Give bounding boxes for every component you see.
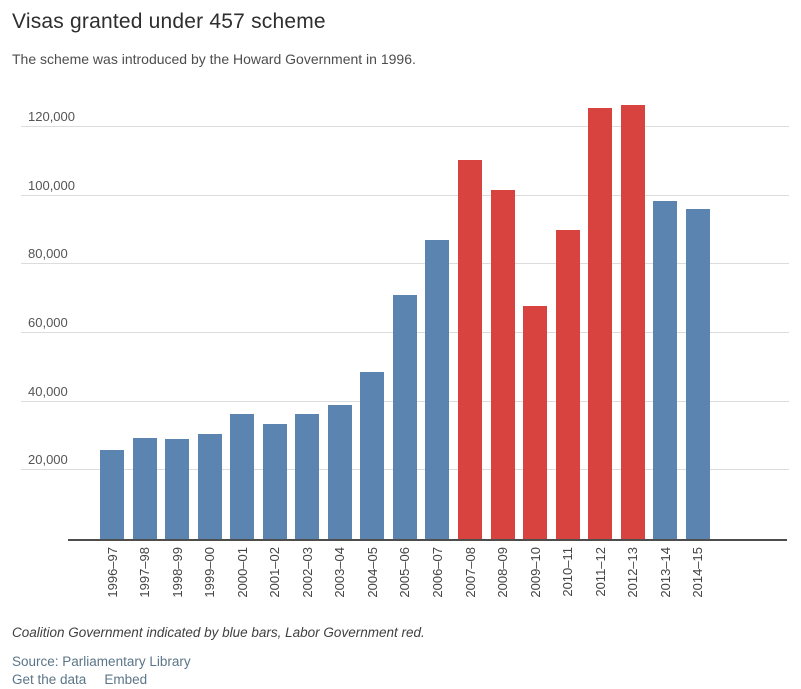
x-axis-label-cell: 2001–02 <box>263 547 287 598</box>
bar-2000–01 <box>230 413 255 539</box>
x-axis-label-cell: 2010–11 <box>556 547 580 597</box>
plot-area: 120,000 100,000 80,000 60,000 40,000 20,000 <box>21 96 789 539</box>
x-axis-label: 1997–98 <box>137 547 153 598</box>
bar-2004–05 <box>360 372 385 539</box>
footer-links: Get the data Embed <box>12 672 801 687</box>
x-axis-label: 1999–00 <box>202 547 218 598</box>
bar-1999–00 <box>197 434 222 539</box>
bar-2005–06 <box>392 295 417 539</box>
x-axis-label: 2001–02 <box>267 547 283 598</box>
x-axis-label-cell: 1996–97 <box>100 547 124 598</box>
x-axis-label-cell: 1999–00 <box>198 547 222 598</box>
x-axis-label: 2013–14 <box>657 547 673 598</box>
source-label: Source: <box>12 654 59 669</box>
x-axis-label: 2008–09 <box>495 547 511 598</box>
x-axis-label-cell: 2004–05 <box>360 547 384 598</box>
x-axis-label-cell: 1998–99 <box>165 547 189 598</box>
bar-2014–15 <box>685 209 710 539</box>
x-axis-label-cell: 2002–03 <box>295 547 319 598</box>
get-the-data-link[interactable]: Get the data <box>12 672 87 687</box>
chart-footnote: Coalition Government indicated by blue b… <box>12 625 425 640</box>
x-axis-label: 2011–12 <box>592 547 608 597</box>
x-axis-label-cell: 2012–13 <box>621 547 645 598</box>
bar-2003–04 <box>327 405 352 539</box>
bar-1997–98 <box>132 437 157 539</box>
bar-1998–99 <box>165 439 190 539</box>
gridline <box>21 263 789 265</box>
x-axis-label-cell: 2008–09 <box>491 547 515 598</box>
x-axis-label-cell: 2000–01 <box>230 547 254 598</box>
y-axis-label: 80,000 <box>28 246 68 262</box>
y-axis-label: 20,000 <box>28 452 68 468</box>
chart-subtitle: The scheme was introduced by the Howard … <box>12 51 416 67</box>
x-axis-label-cell: 2007–08 <box>458 547 482 598</box>
bar-2008–09 <box>490 190 515 539</box>
x-axis-label-cell: 2014–15 <box>686 547 710 598</box>
x-axis-label-cell: 1997–98 <box>133 547 157 598</box>
bar-2012–13 <box>620 104 645 539</box>
embed-link[interactable]: Embed <box>104 672 148 687</box>
x-axis-label-cell: 2005–06 <box>393 547 417 598</box>
x-axis-label: 2005–06 <box>397 547 413 598</box>
x-axis-label: 2003–04 <box>332 547 348 598</box>
x-axis-label: 2014–15 <box>690 547 706 598</box>
gridline <box>21 125 789 127</box>
source-link[interactable]: Parliamentary Library <box>62 654 191 669</box>
bar-chart: 120,000 100,000 80,000 60,000 40,000 20,000 1… <box>21 96 789 617</box>
x-axis-label-cell: 2009–10 <box>523 547 547 598</box>
bar-2009–10 <box>523 305 548 539</box>
x-axis-label: 1996–97 <box>104 547 120 598</box>
x-axis-label-cell: 2003–04 <box>328 547 352 598</box>
bar-2001–02 <box>262 424 287 539</box>
x-axis-label: 2000–01 <box>234 547 250 598</box>
y-axis-label: 40,000 <box>28 383 68 399</box>
x-axis-labels: 1996–97 1997–98 1998–99 1999–00 2000–01 2001–… <box>100 547 710 617</box>
x-axis-label: 2007–08 <box>462 547 478 598</box>
bar-2011–12 <box>588 108 613 539</box>
y-axis-label: 100,000 <box>28 177 75 193</box>
bars-container <box>100 96 710 539</box>
bar-2002–03 <box>295 413 320 539</box>
x-axis-label: 2002–03 <box>299 547 315 598</box>
x-axis-label: 2010–11 <box>560 547 576 597</box>
bar-2013–14 <box>653 200 678 539</box>
bar-2010–11 <box>555 229 580 539</box>
bar-2007–08 <box>458 159 483 539</box>
x-axis-label: 2004–05 <box>364 547 380 598</box>
x-axis-label-cell: 2013–14 <box>653 547 677 598</box>
y-axis-label: 60,000 <box>28 315 68 330</box>
bar-2006–07 <box>425 240 450 539</box>
source-line: Source: Parliamentary Library <box>12 654 801 669</box>
x-axis-label-cell: 2006–07 <box>425 547 449 598</box>
x-axis-label: 1998–99 <box>169 547 185 598</box>
x-axis-label: 2012–13 <box>625 547 641 598</box>
y-axis-label: 120,000 <box>28 108 75 124</box>
page-title: Visas granted under 457 scheme <box>12 10 326 33</box>
x-axis-label: 2009–10 <box>527 547 543 598</box>
bar-1996–97 <box>100 449 124 539</box>
gridline <box>21 194 789 196</box>
x-axis-label-cell: 2011–12 <box>588 547 612 597</box>
x-axis-label: 2006–07 <box>429 547 445 598</box>
x-axis-line <box>68 539 787 541</box>
